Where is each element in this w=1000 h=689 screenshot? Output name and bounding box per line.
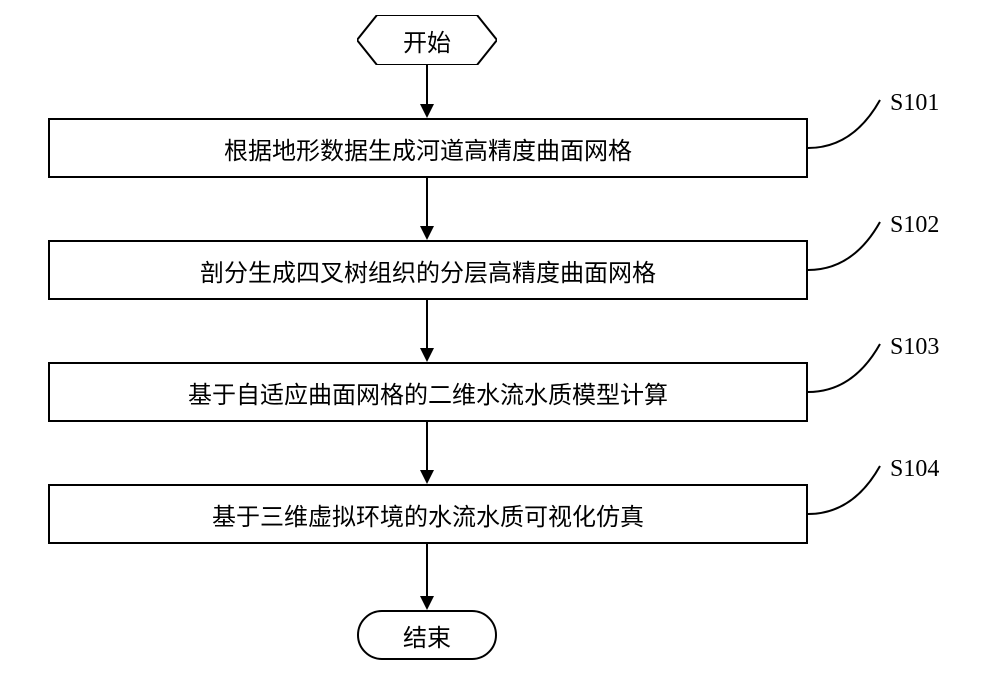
arrow-s102-s103 <box>426 300 428 348</box>
start-node: 开始 <box>357 15 497 65</box>
process-s102: 剖分生成四叉树组织的分层高精度曲面网格 <box>48 240 808 300</box>
process-s103-label: 基于自适应曲面网格的二维水流水质模型计算 <box>188 375 668 410</box>
process-s101-label: 根据地形数据生成河道高精度曲面网格 <box>224 131 632 166</box>
arrowhead-start-s101 <box>420 104 434 118</box>
arrow-start-s101 <box>426 65 428 104</box>
arrowhead-s103-s104 <box>420 470 434 484</box>
step-label-s104: S104 <box>890 456 939 483</box>
arrowhead-s104-end <box>420 596 434 610</box>
process-s102-label: 剖分生成四叉树组织的分层高精度曲面网格 <box>200 253 656 288</box>
process-s104: 基于三维虚拟环境的水流水质可视化仿真 <box>48 484 808 544</box>
arrowhead-s102-s103 <box>420 348 434 362</box>
arrow-s104-end <box>426 544 428 596</box>
connector-s101 <box>808 95 890 155</box>
start-label: 开始 <box>357 15 497 65</box>
flowchart-container: 开始 根据地形数据生成河道高精度曲面网格 S101 剖分生成四叉树组织的分层高精… <box>0 0 1000 689</box>
process-s103: 基于自适应曲面网格的二维水流水质模型计算 <box>48 362 808 422</box>
connector-s104 <box>808 461 890 521</box>
step-label-s101: S101 <box>890 90 939 117</box>
arrowhead-s101-s102 <box>420 226 434 240</box>
process-s101: 根据地形数据生成河道高精度曲面网格 <box>48 118 808 178</box>
arrow-s103-s104 <box>426 422 428 470</box>
connector-s103 <box>808 339 890 399</box>
end-label: 结束 <box>403 618 451 653</box>
step-label-s103: S103 <box>890 334 939 361</box>
end-node: 结束 <box>357 610 497 660</box>
process-s104-label: 基于三维虚拟环境的水流水质可视化仿真 <box>212 497 644 532</box>
connector-s102 <box>808 217 890 277</box>
step-label-s102: S102 <box>890 212 939 239</box>
arrow-s101-s102 <box>426 178 428 226</box>
